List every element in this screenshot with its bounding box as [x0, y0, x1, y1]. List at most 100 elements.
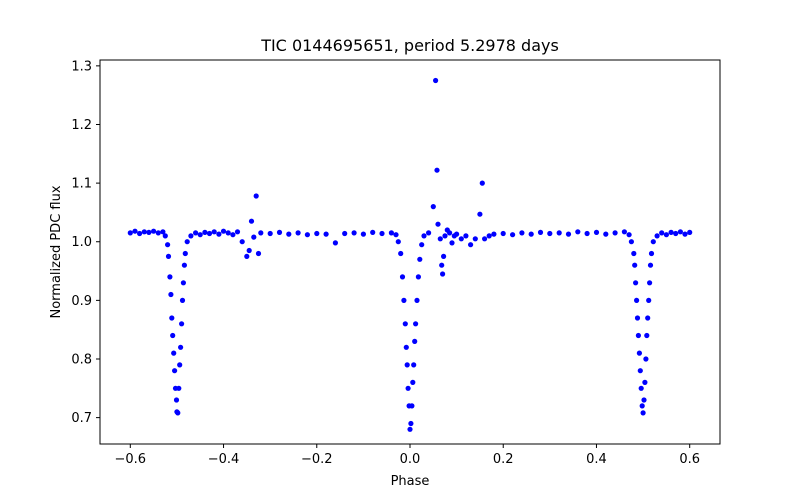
data-point: [482, 236, 488, 242]
data-point: [421, 233, 427, 239]
data-point: [439, 262, 445, 268]
y-tick-label: 0.9: [71, 294, 92, 309]
data-point: [155, 230, 161, 236]
data-point: [393, 232, 399, 238]
data-point: [180, 280, 186, 286]
data-point: [463, 233, 469, 239]
data-point: [225, 230, 231, 236]
x-axis-title: Phase: [391, 474, 430, 489]
data-points: [127, 77, 693, 432]
data-point: [172, 368, 178, 374]
data-point: [575, 229, 581, 235]
data-point: [137, 230, 143, 237]
x-tick-label: −0.6: [115, 452, 147, 467]
x-tick-label: 0.6: [679, 452, 700, 467]
data-point: [267, 230, 273, 237]
data-point: [179, 297, 186, 303]
data-point: [458, 236, 464, 242]
data-point: [169, 315, 175, 321]
data-point: [248, 218, 255, 224]
data-point: [528, 231, 534, 237]
data-point: [626, 232, 632, 238]
data-point: [632, 262, 638, 268]
data-point: [411, 362, 417, 368]
data-point: [410, 379, 416, 385]
data-point: [370, 229, 376, 235]
data-point: [234, 229, 241, 235]
data-point: [202, 229, 208, 235]
data-point: [415, 274, 421, 280]
data-point: [643, 356, 649, 362]
data-point: [304, 232, 310, 238]
plot-frame: [99, 59, 721, 445]
data-point: [419, 242, 425, 248]
y-tick-label: 1.3: [71, 59, 92, 74]
data-point: [634, 297, 640, 303]
data-point: [182, 250, 188, 257]
data-point: [440, 271, 446, 277]
data-point: [244, 253, 250, 259]
data-point: [668, 229, 674, 235]
data-point: [286, 231, 292, 237]
data-point: [184, 239, 190, 245]
data-point: [426, 230, 432, 236]
y-tick-label: 0.8: [71, 352, 92, 367]
y-tick-label: 0.7: [71, 411, 92, 426]
data-point: [197, 232, 203, 238]
data-point: [659, 230, 665, 236]
data-point: [177, 362, 183, 368]
data-point: [409, 403, 415, 409]
data-point: [603, 231, 609, 237]
data-point: [146, 229, 152, 235]
data-point: [342, 230, 348, 237]
data-point: [433, 77, 439, 84]
data-point: [188, 233, 194, 239]
data-point: [434, 167, 440, 173]
data-point: [584, 230, 590, 237]
x-axis-ticks: −0.6 −0.4 −0.2 0.0 0.2 0.4 0.6: [115, 444, 700, 467]
data-point: [663, 232, 670, 238]
data-point: [634, 315, 641, 321]
data-point: [442, 233, 448, 239]
data-point: [640, 410, 646, 416]
data-point: [408, 420, 414, 427]
data-point: [682, 231, 688, 237]
data-point: [435, 221, 441, 227]
data-point: [638, 385, 644, 391]
data-point: [412, 338, 418, 344]
data-point: [295, 230, 301, 236]
y-tick-label: 1.0: [71, 235, 92, 250]
data-point: [351, 230, 357, 236]
data-point: [162, 233, 168, 239]
data-point: [635, 332, 642, 339]
data-point: [211, 229, 217, 235]
data-point: [486, 233, 492, 239]
y-axis-ticks: 0.7 0.8 0.9 1.0 1.1 1.2 1.3: [71, 59, 100, 426]
data-point: [417, 256, 423, 262]
data-point: [402, 321, 408, 327]
data-point: [168, 291, 174, 298]
data-point: [398, 250, 404, 257]
data-point: [132, 228, 138, 234]
data-point: [647, 262, 654, 268]
x-tick-label: 0.4: [586, 452, 607, 467]
data-point: [628, 239, 635, 245]
data-point: [413, 321, 419, 327]
data-point: [170, 332, 176, 339]
y-axis-title: Normalized PDC flux: [49, 185, 64, 318]
data-point: [332, 240, 338, 246]
data-point: [379, 230, 385, 237]
data-point: [645, 315, 651, 321]
data-point: [556, 230, 562, 236]
data-point: [167, 274, 173, 280]
data-point: [407, 426, 413, 432]
data-point: [253, 193, 259, 199]
data-point: [255, 250, 262, 257]
data-point: [360, 231, 366, 237]
data-point: [673, 230, 679, 237]
data-point: [637, 368, 643, 374]
data-point: [388, 230, 394, 236]
data-point: [644, 332, 650, 339]
data-point: [251, 234, 257, 240]
data-point: [633, 280, 639, 286]
